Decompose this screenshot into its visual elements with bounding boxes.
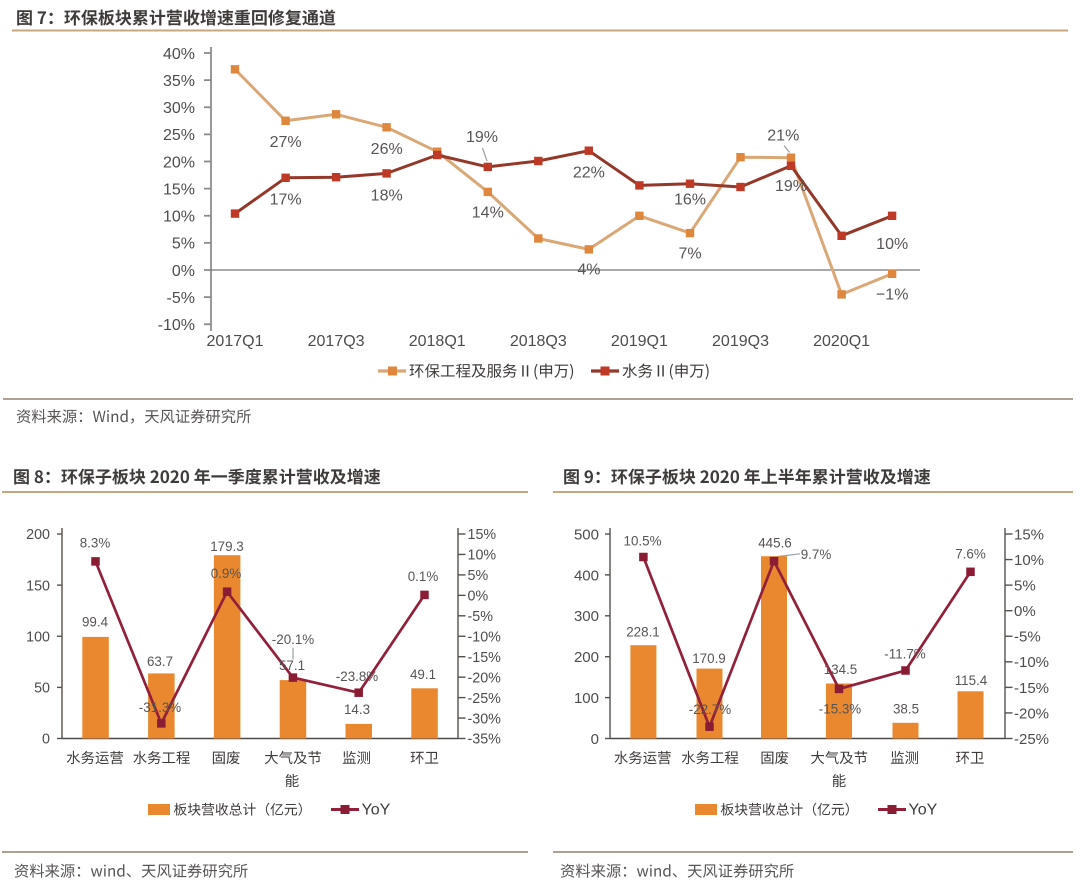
svg-text:0.1%: 0.1% (408, 569, 439, 584)
svg-text:-31.3%: -31.3% (139, 700, 182, 715)
svg-text:300: 300 (574, 608, 599, 625)
svg-text:-5%: -5% (468, 609, 494, 625)
svg-text:-23.8%: -23.8% (336, 669, 379, 684)
svg-text:16%: 16% (674, 192, 706, 209)
svg-text:179.3: 179.3 (210, 539, 244, 554)
svg-text:-5%: -5% (167, 290, 195, 307)
svg-text:38.5: 38.5 (893, 702, 919, 717)
svg-text:100: 100 (574, 690, 599, 707)
svg-text:-10%: -10% (468, 629, 502, 645)
svg-text:63.7: 63.7 (147, 654, 173, 669)
svg-text:18%: 18% (371, 188, 403, 205)
svg-text:0: 0 (591, 731, 599, 748)
svg-text:14%: 14% (472, 205, 504, 222)
svg-text:14.3: 14.3 (344, 702, 370, 717)
svg-text:4%: 4% (577, 262, 600, 279)
svg-text:25%: 25% (163, 127, 195, 144)
svg-text:500: 500 (574, 526, 599, 543)
svg-text:5%: 5% (468, 568, 489, 584)
svg-text:5%: 5% (172, 236, 195, 253)
svg-text:27%: 27% (270, 134, 302, 151)
svg-text:15%: 15% (468, 527, 497, 543)
svg-text:35%: 35% (163, 73, 195, 90)
svg-text:9.7%: 9.7% (801, 547, 832, 562)
svg-text:-5%: -5% (1014, 629, 1041, 646)
svg-text:-20%: -20% (1014, 705, 1049, 722)
svg-text:-10%: -10% (158, 317, 195, 334)
svg-text:30%: 30% (163, 100, 195, 117)
svg-text:YoY: YoY (909, 802, 938, 819)
svg-text:19%: 19% (466, 129, 498, 146)
svg-text:40%: 40% (163, 46, 195, 63)
svg-text:50: 50 (34, 681, 50, 697)
svg-text:22%: 22% (573, 165, 605, 182)
svg-text:-20.1%: -20.1% (272, 632, 315, 647)
svg-text:170.9: 170.9 (692, 651, 726, 666)
svg-text:115.4: 115.4 (955, 673, 988, 688)
svg-text:49.1: 49.1 (410, 667, 436, 682)
svg-text:2018Q3: 2018Q3 (510, 333, 567, 350)
svg-text:200: 200 (26, 527, 50, 543)
svg-text:-15.3%: -15.3% (819, 702, 862, 717)
svg-text:2019Q1: 2019Q1 (611, 333, 668, 350)
svg-text:0.9%: 0.9% (211, 566, 242, 581)
svg-text:7.6%: 7.6% (955, 547, 986, 562)
svg-text:0: 0 (42, 732, 50, 748)
svg-text:445.6: 445.6 (758, 536, 792, 551)
svg-text:99.4: 99.4 (82, 615, 109, 630)
svg-text:-35%: -35% (468, 732, 502, 748)
svg-text:10.5%: 10.5% (624, 534, 662, 549)
svg-text:7%: 7% (678, 246, 701, 263)
svg-text:0%: 0% (468, 589, 489, 605)
svg-text:19%: 19% (775, 178, 807, 195)
svg-text:−1%: −1% (876, 287, 908, 304)
svg-text:100: 100 (26, 629, 50, 645)
svg-text:2018Q1: 2018Q1 (409, 333, 466, 350)
svg-text:10%: 10% (876, 236, 908, 253)
svg-text:8.3%: 8.3% (80, 536, 111, 551)
svg-text:-22.7%: -22.7% (689, 702, 732, 717)
svg-text:0%: 0% (172, 263, 195, 280)
svg-text:0%: 0% (1014, 603, 1036, 620)
svg-text:15%: 15% (1014, 526, 1044, 543)
svg-text:26%: 26% (371, 141, 403, 158)
svg-text:YoY: YoY (362, 802, 391, 819)
svg-text:2017Q1: 2017Q1 (207, 333, 264, 350)
svg-text:21%: 21% (767, 128, 799, 145)
svg-text:150: 150 (26, 578, 50, 594)
svg-text:15%: 15% (163, 181, 195, 198)
svg-text:57.1: 57.1 (279, 658, 305, 673)
svg-text:-10%: -10% (1014, 654, 1049, 671)
svg-text:-15%: -15% (1014, 680, 1049, 697)
svg-text:228.1: 228.1 (626, 625, 660, 640)
svg-text:-25%: -25% (1014, 731, 1049, 748)
svg-text:2017Q3: 2017Q3 (308, 333, 365, 350)
svg-text:2020Q1: 2020Q1 (813, 333, 870, 350)
svg-text:10%: 10% (468, 548, 497, 564)
svg-text:10%: 10% (1014, 552, 1044, 569)
svg-text:17%: 17% (270, 192, 302, 209)
svg-text:20%: 20% (163, 154, 195, 171)
svg-text:-11.7%: -11.7% (884, 647, 926, 662)
svg-text:-25%: -25% (468, 691, 502, 707)
svg-text:200: 200 (574, 649, 599, 666)
svg-text:-20%: -20% (468, 670, 502, 686)
svg-text:2019Q3: 2019Q3 (712, 333, 769, 350)
svg-text:-15%: -15% (468, 650, 502, 666)
svg-text:-30%: -30% (468, 711, 502, 727)
svg-text:134.5: 134.5 (824, 662, 858, 677)
svg-text:400: 400 (574, 567, 599, 584)
svg-text:10%: 10% (163, 209, 195, 226)
svg-text:5%: 5% (1014, 578, 1036, 595)
